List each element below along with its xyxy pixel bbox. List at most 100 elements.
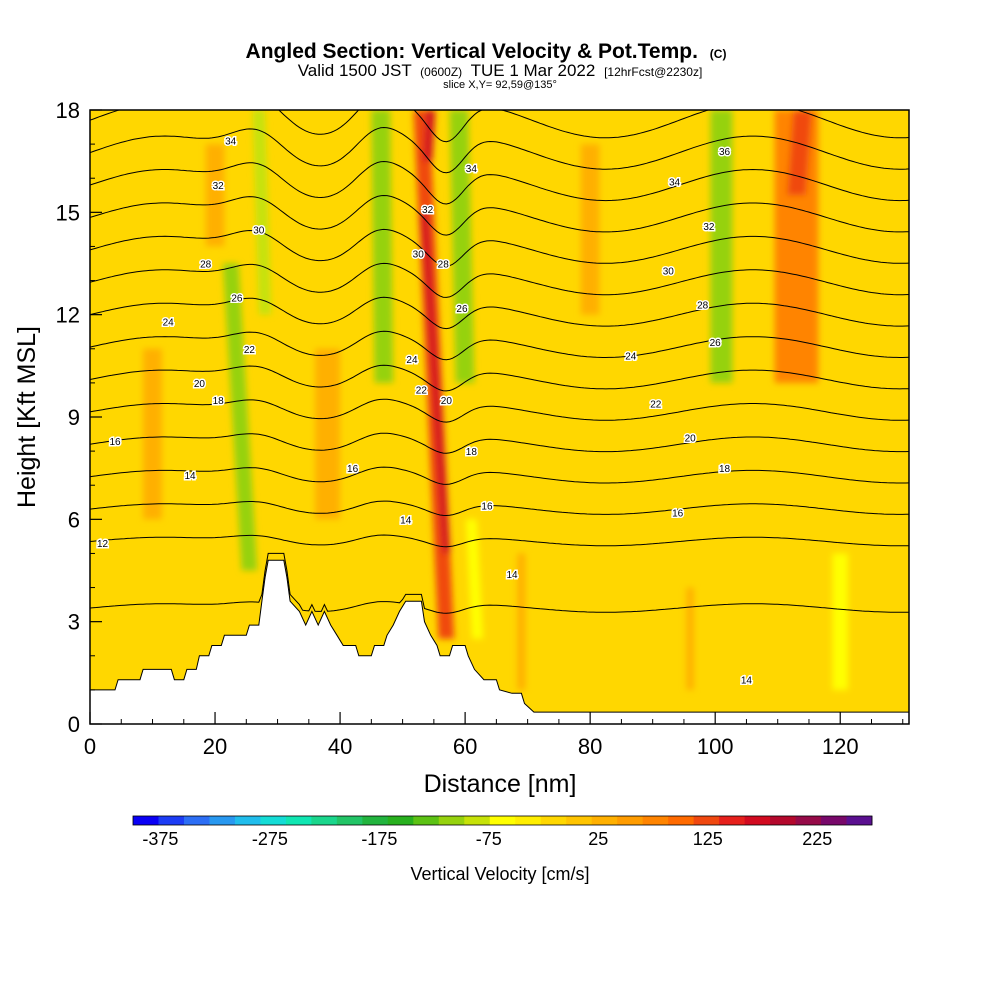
chart-title-unit: (C)	[710, 47, 727, 61]
theta-label-22: 22	[242, 343, 257, 357]
theta-label-34: 34	[224, 135, 239, 149]
svg-text:18: 18	[213, 396, 225, 407]
svg-text:26: 26	[710, 338, 722, 349]
colorbar-swatch-0	[133, 816, 159, 825]
colorbar-swatch-23	[719, 816, 745, 825]
y-tick-label-6: 6	[68, 507, 80, 532]
svg-text:20: 20	[194, 379, 206, 390]
svg-text:24: 24	[625, 352, 637, 363]
theta-contour-28	[90, 262, 909, 298]
theta-label-16: 16	[346, 463, 361, 477]
colorbar-swatch-9	[362, 816, 389, 825]
theta-contour-12	[90, 534, 909, 548]
colorbar-swatch-13	[464, 816, 491, 825]
colorbar-swatch-11	[413, 816, 440, 825]
colorbar-tick-label-6: 225	[802, 829, 832, 849]
velocity-background	[90, 110, 909, 724]
theta-contour-14	[90, 500, 909, 517]
svg-text:20: 20	[441, 396, 453, 407]
colorbar-swatch-15	[515, 816, 542, 825]
y-axis-label: Height [Kft MSL]	[13, 326, 41, 508]
theta-contour-26	[90, 296, 909, 330]
theta-contour-36	[90, 126, 909, 174]
slice-info: slice X,Y= 92,59@135°	[443, 79, 557, 91]
colorbar-swatch-21	[668, 816, 695, 825]
theta-label-26: 26	[455, 302, 470, 316]
svg-text:28: 28	[200, 260, 212, 271]
theta-label-30: 30	[252, 224, 267, 238]
velocity-band-15	[143, 348, 162, 520]
colorbar-swatch-18	[591, 816, 618, 825]
theta-label-24: 24	[161, 316, 176, 330]
svg-text:16: 16	[481, 502, 493, 513]
chart-title: Angled Section: Vertical Velocity & Pot.…	[246, 40, 727, 63]
colorbar-tick-label-1: -275	[252, 829, 288, 849]
y-tick-label-0: 0	[68, 712, 80, 737]
velocity-band-13	[517, 553, 526, 690]
colorbar-swatch-8	[336, 816, 363, 825]
svg-text:32: 32	[213, 181, 225, 192]
svg-text:14: 14	[741, 676, 753, 687]
colorbar-swatch-17	[566, 816, 593, 825]
theta-label-32: 32	[702, 220, 717, 234]
svg-text:30: 30	[413, 249, 425, 260]
theta-contour-20	[90, 398, 909, 423]
colorbar-swatch-1	[158, 816, 185, 825]
colorbar-tick-label-3: -75	[476, 829, 502, 849]
y-tick-label-3: 3	[68, 610, 80, 635]
svg-text:30: 30	[663, 266, 675, 277]
svg-text:26: 26	[231, 294, 243, 305]
svg-text:30: 30	[253, 225, 265, 236]
svg-text:16: 16	[672, 509, 684, 520]
theta-label-24: 24	[405, 354, 420, 368]
theta-label-14: 14	[505, 568, 520, 582]
velocity-band-8	[423, 110, 436, 162]
colorbar-tick-label-5: 125	[693, 829, 723, 849]
velocity-band-1	[252, 110, 272, 315]
svg-text:24: 24	[406, 355, 418, 366]
svg-text:22: 22	[244, 345, 256, 356]
svg-text:34: 34	[225, 137, 237, 148]
theta-label-18: 18	[464, 446, 479, 460]
valid-time-prefix: Valid 1500 JST	[298, 61, 412, 80]
colorbar-swatch-24	[744, 816, 771, 825]
theta-contour-18	[90, 432, 909, 454]
theta-label-18: 18	[718, 463, 733, 477]
theta-label-16: 16	[671, 507, 686, 521]
svg-text:12: 12	[97, 539, 109, 550]
y-tick-label-9: 9	[68, 405, 80, 430]
svg-text:32: 32	[422, 205, 434, 216]
velocity-band-2	[371, 110, 394, 383]
colorbar-swatch-5	[260, 816, 287, 825]
velocity-band-17	[832, 553, 848, 690]
theta-contours	[90, 110, 909, 614]
theta-label-16: 16	[480, 500, 495, 514]
velocity-band-12	[205, 144, 225, 247]
colorbar-swatch-6	[285, 816, 312, 825]
theta-label-32: 32	[211, 180, 226, 194]
theta-label-14: 14	[183, 469, 198, 483]
svg-text:14: 14	[184, 471, 196, 482]
colorbar-tick-label-0: -375	[142, 829, 178, 849]
theta-label-14: 14	[739, 674, 754, 688]
theta-label-20: 20	[683, 432, 698, 446]
velocity-field	[143, 110, 848, 690]
x-tick-label-120: 120	[822, 734, 859, 759]
svg-text:22: 22	[416, 386, 428, 397]
colorbar-swatch-14	[489, 816, 516, 825]
theta-label-22: 22	[414, 384, 429, 398]
theta-label-28: 28	[696, 299, 711, 313]
y-tick-label-15: 15	[56, 200, 80, 225]
theta-contour-32	[90, 194, 909, 236]
velocity-band-11	[315, 348, 341, 520]
x-tick-label-40: 40	[328, 734, 352, 759]
colorbar-swatch-19	[617, 816, 644, 825]
velocity-band-4	[465, 519, 484, 639]
colorbar-swatch-26	[795, 816, 822, 825]
colorbar-frame	[132, 815, 873, 826]
colorbar-swatch-7	[311, 816, 338, 825]
velocity-band-7	[420, 212, 451, 554]
theta-label-14: 14	[399, 514, 414, 528]
